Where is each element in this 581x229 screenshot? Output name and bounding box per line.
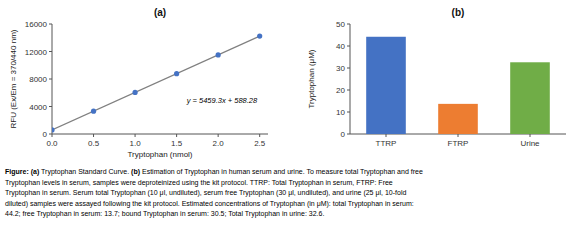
x-axis-label: Tryptophan (nmol) <box>127 150 192 159</box>
x-tick <box>458 134 459 137</box>
caption-line: Figure: (a) Tryptophan Standard Curve. (… <box>5 168 423 176</box>
caption-segment: (b) <box>131 168 140 176</box>
plot-area <box>366 37 550 134</box>
y-tick <box>49 51 52 52</box>
caption-segment: Figure: <box>5 168 29 176</box>
scatter-point <box>52 127 55 132</box>
y-tick <box>347 90 350 91</box>
caption-line: Tryptophan in serum. Serum total Tryptop… <box>5 189 406 197</box>
y-tick-label: 10 <box>336 108 345 117</box>
caption-segment: Estimation of Tryptophan in human serum … <box>140 168 423 176</box>
x-tick-label: 2.0 <box>213 139 225 148</box>
chart-bar: (b) 0 10 20 30 40 50 Tryptophan (μM) TTRP FTRP Uri… <box>307 7 566 148</box>
caption-segment: diluted) samples were assayed following … <box>5 200 414 208</box>
y-tick <box>347 112 350 113</box>
figure: (a) 0 4000 8000 12000 16000 RFU (Ex/Em = 370/4… <box>0 0 581 229</box>
y-axis-label: Tryptophan (μM) <box>307 49 316 108</box>
scatter-point <box>132 90 137 95</box>
x-tick <box>176 134 177 137</box>
x-tick-label: Urine <box>520 139 540 148</box>
x-tick <box>218 134 219 137</box>
chart-scatter: (a) 0 4000 8000 12000 16000 RFU (Ex/Em = 370/4… <box>9 7 268 159</box>
x-axis-line <box>52 134 268 135</box>
x-tick-label: 0.0 <box>46 139 58 148</box>
y-tick-label: 8000 <box>29 75 47 84</box>
bar <box>438 104 478 134</box>
caption-segment: (a) <box>31 168 40 176</box>
y-tick-label: 30 <box>336 64 345 73</box>
y-tick-label: 4000 <box>29 103 47 112</box>
panel-title: (a) <box>154 7 166 18</box>
y-axis-label: RFU (Ex/Em = 370/440 nm) <box>9 29 18 128</box>
y-tick-label: 0 <box>43 130 48 139</box>
equation: y = 5459.3x + 588.28 <box>186 96 258 105</box>
x-tick <box>530 134 531 137</box>
scatter-point <box>216 52 221 57</box>
y-tick-label: 40 <box>336 42 345 51</box>
caption-line: Tryptophan levels in serum, samples were… <box>5 179 393 187</box>
caption-segment: Tryptophan Standard Curve. <box>39 168 131 176</box>
y-tick <box>49 24 52 25</box>
scatter-point <box>257 34 262 39</box>
bar <box>510 62 550 134</box>
fit-line <box>52 36 260 130</box>
x-tick <box>135 134 136 137</box>
y-tick <box>347 134 350 135</box>
y-tick <box>49 79 52 80</box>
y-tick-label: 12000 <box>25 48 48 57</box>
x-tick-label: FTRP <box>448 139 469 148</box>
scatter-point <box>91 109 96 114</box>
y-tick-label: 20 <box>336 86 345 95</box>
caption: Figure: (a) Tryptophan Standard Curve. (… <box>5 168 423 218</box>
y-tick <box>347 24 350 25</box>
x-tick <box>259 134 260 137</box>
plot-area <box>52 34 262 133</box>
y-tick <box>347 68 350 69</box>
x-tick-label: 0.5 <box>88 139 100 148</box>
y-tick-label: 16000 <box>25 20 48 29</box>
y-axis-line <box>350 24 351 134</box>
x-tick <box>52 134 53 137</box>
caption-segment: Tryptophan levels in serum, samples were… <box>5 179 393 187</box>
caption-segment: Tryptophan in serum. Serum total Tryptop… <box>5 189 406 197</box>
x-tick-label: 2.5 <box>254 139 266 148</box>
y-tick <box>347 46 350 47</box>
panel-title: (b) <box>452 7 465 18</box>
x-tick-label: 1.5 <box>171 139 183 148</box>
x-tick-label: TTRP <box>376 139 397 148</box>
y-tick-label: 50 <box>336 20 345 29</box>
x-tick-label: 1.0 <box>130 139 142 148</box>
y-tick <box>49 106 52 107</box>
caption-line: diluted) samples were assayed following … <box>5 200 414 208</box>
caption-line: 44.2; free Tryptophan in serum: 13.7; bo… <box>5 210 324 218</box>
bar <box>366 37 406 134</box>
y-tick-label: 0 <box>341 130 346 139</box>
scatter-point <box>174 71 179 76</box>
caption-segment: 44.2; free Tryptophan in serum: 13.7; bo… <box>5 210 324 218</box>
x-tick <box>386 134 387 137</box>
x-tick <box>93 134 94 137</box>
